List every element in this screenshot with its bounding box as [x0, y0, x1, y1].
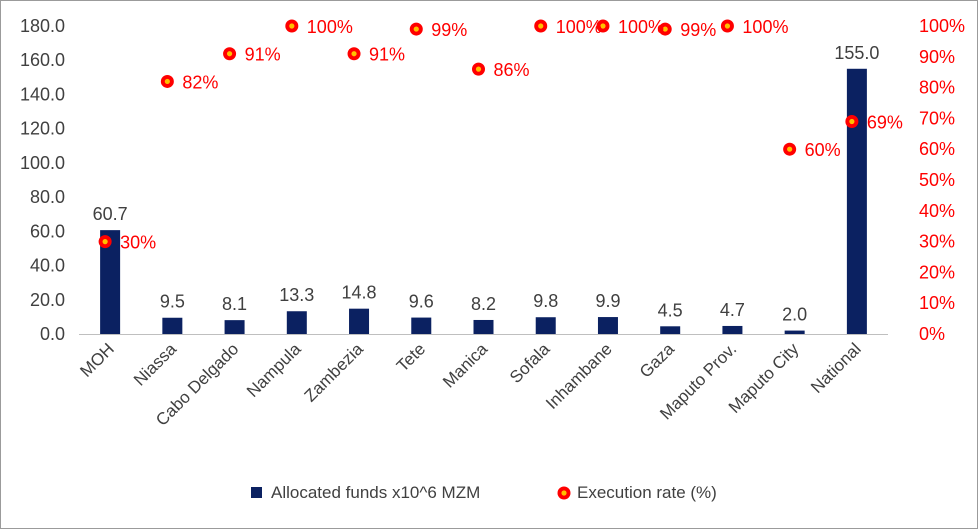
y-left-tick-label: 140.0: [20, 84, 65, 104]
rate-marker-center: [476, 67, 481, 72]
y-left-tick-label: 120.0: [20, 119, 65, 139]
category-label: Nampula: [243, 339, 305, 401]
rate-marker-center: [849, 119, 854, 124]
bar: [785, 331, 805, 334]
bar: [411, 318, 431, 334]
legend-swatch-bar: [251, 487, 262, 498]
bar-data-label: 9.6: [409, 292, 434, 312]
category-label: Sofala: [506, 339, 554, 387]
y-left-tick-label: 160.0: [20, 50, 65, 70]
y-left-tick-label: 80.0: [30, 187, 65, 207]
bar-data-label: 9.9: [595, 291, 620, 311]
bar: [474, 320, 494, 334]
y-right-tick-label: 50%: [919, 170, 955, 190]
bar-data-label: 60.7: [93, 204, 128, 224]
rate-marker-center: [289, 23, 294, 28]
y-right-tick-label: 70%: [919, 108, 955, 128]
bar: [847, 69, 867, 334]
y-right-tick-label: 30%: [919, 232, 955, 252]
category-label: Zambezia: [301, 339, 368, 406]
y-left-tick-label: 0.0: [40, 324, 65, 344]
rate-data-label: 100%: [742, 17, 788, 37]
category-label: Niassa: [130, 339, 181, 390]
rate-marker-center: [351, 51, 356, 56]
bar: [287, 311, 307, 334]
category-label: Inhambane: [542, 339, 616, 413]
rate-marker-center: [725, 23, 730, 28]
bar-data-label: 13.3: [279, 285, 314, 305]
rate-marker-center: [538, 23, 543, 28]
rate-marker-center: [787, 147, 792, 152]
rate-data-label: 100%: [556, 17, 602, 37]
rate-data-label: 69%: [867, 112, 903, 132]
bar-data-label: 155.0: [834, 43, 879, 63]
rate-data-label: 100%: [618, 17, 664, 37]
legend-label-bar: Allocated funds x10^6 MZM: [271, 483, 480, 502]
y-left-tick-label: 60.0: [30, 221, 65, 241]
y-right-tick-label: 100%: [919, 16, 965, 36]
y-right-tick-label: 80%: [919, 78, 955, 98]
y-right-tick-label: 90%: [919, 47, 955, 67]
bar-data-label: 8.1: [222, 294, 247, 314]
rate-data-label: 91%: [245, 45, 281, 65]
bar: [722, 326, 742, 334]
y-right-tick-label: 60%: [919, 139, 955, 159]
category-label: Tete: [393, 339, 429, 375]
bar: [349, 309, 369, 334]
rate-data-label: 100%: [307, 17, 353, 37]
rate-marker-center: [103, 239, 108, 244]
legend-swatch-rate-center: [561, 490, 566, 495]
rate-data-label: 30%: [120, 233, 156, 253]
bar-data-label: 4.5: [658, 300, 683, 320]
rate-data-label: 82%: [182, 72, 218, 92]
category-label: Gaza: [636, 339, 679, 382]
y-left-tick-label: 100.0: [20, 153, 65, 173]
bar: [536, 317, 556, 334]
bar-data-label: 14.8: [342, 283, 377, 303]
legend-label-rate: Execution rate (%): [577, 483, 717, 502]
category-label: National: [807, 339, 865, 397]
bar: [162, 318, 182, 334]
bar-data-label: 9.5: [160, 292, 185, 312]
bar: [660, 326, 680, 334]
bar-data-label: 2.0: [782, 305, 807, 325]
y-left-tick-label: 40.0: [30, 256, 65, 276]
bar-data-label: 8.2: [471, 294, 496, 314]
bar: [225, 320, 245, 334]
rate-marker-center: [165, 79, 170, 84]
y-right-tick-label: 40%: [919, 201, 955, 221]
y-left-tick-label: 180.0: [20, 16, 65, 36]
bar-data-label: 4.7: [720, 300, 745, 320]
bar: [598, 317, 618, 334]
y-right-tick-label: 0%: [919, 324, 945, 344]
bar-data-label: 9.8: [533, 291, 558, 311]
rate-marker-center: [227, 51, 232, 56]
rate-data-label: 99%: [680, 20, 716, 40]
y-right-tick-label: 10%: [919, 293, 955, 313]
rate-marker-center: [414, 26, 419, 31]
rate-data-label: 60%: [805, 140, 841, 160]
rate-data-label: 99%: [431, 20, 467, 40]
y-right-tick-label: 20%: [919, 262, 955, 282]
rate-data-label: 86%: [494, 60, 530, 80]
category-label: MOH: [76, 339, 117, 380]
category-label: Manica: [439, 339, 492, 392]
rate-data-label: 91%: [369, 45, 405, 65]
y-left-tick-label: 20.0: [30, 290, 65, 310]
